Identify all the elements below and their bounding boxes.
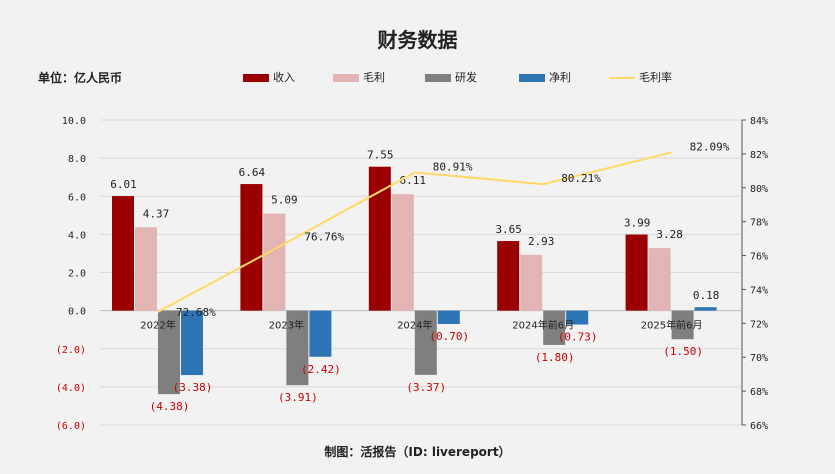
x-tick-label: 2023年 [269, 319, 304, 332]
y-tick-label-left: 6.0 [68, 192, 86, 203]
bar-net-profit [566, 310, 589, 325]
bar-gross-profit [520, 254, 543, 311]
data-label: 3.65 [495, 223, 522, 236]
data-label: (4.38) [150, 400, 190, 413]
legend-label-net-profit: 净利 [549, 71, 571, 84]
data-label: (0.73) [558, 331, 598, 344]
x-tick-label: 2022年 [140, 319, 175, 332]
legend-label-gross-profit: 毛利 [363, 71, 385, 84]
y-tick-label-right: 74% [750, 285, 768, 296]
legend-label-revenue: 收入 [273, 71, 295, 84]
y-tick-label-left: (6.0) [56, 421, 86, 432]
margin-label: 80.91% [433, 160, 473, 173]
bar-gross-profit [648, 248, 671, 311]
legend-label-rnd: 研发 [455, 71, 477, 84]
y-tick-label-right: 76% [750, 252, 768, 263]
bar-revenue [368, 166, 391, 311]
y-tick-label-left: 4.0 [68, 230, 86, 241]
y-tick-label-right: 78% [750, 218, 768, 229]
chart-title: 财务数据 [377, 28, 458, 52]
data-label: 6.64 [239, 166, 266, 179]
y-tick-label-right: 84% [750, 116, 768, 127]
bar-rnd [414, 310, 437, 375]
bar-gross-profit [135, 227, 157, 311]
data-label: 6.01 [110, 178, 137, 191]
margin-label: 80.21% [561, 172, 601, 185]
data-label: (0.70) [429, 330, 469, 343]
bar-net-profit [309, 310, 332, 357]
data-label: 3.28 [656, 228, 683, 241]
margin-label: 82.09% [690, 140, 730, 153]
bar-rnd [286, 310, 309, 386]
bar-rnd [158, 310, 180, 395]
legend-swatch-gross-profit [333, 74, 359, 82]
bar-revenue [497, 241, 520, 311]
data-label: (2.42) [301, 363, 341, 376]
data-label: 5.09 [271, 194, 298, 207]
y-tick-label-left: 0.0 [68, 307, 86, 318]
bar-rnd [543, 310, 566, 345]
legend-swatch-revenue [243, 74, 269, 82]
y-tick-label-right: 70% [750, 353, 768, 364]
data-label: (3.37) [406, 381, 446, 394]
margin-label: 72.68% [176, 306, 216, 319]
x-tick-label: 2024年前6月 [512, 319, 574, 332]
data-label: 3.99 [624, 217, 651, 230]
data-label: (1.80) [535, 351, 575, 364]
data-label: 6.11 [400, 174, 427, 187]
y-tick-label-right: 82% [750, 150, 768, 161]
legend-line-gross-margin [609, 77, 635, 79]
x-tick-label: 2024年 [397, 319, 432, 332]
y-tick-label-right: 80% [750, 184, 768, 195]
data-label: 4.37 [143, 207, 170, 220]
data-label: (1.50) [663, 345, 703, 358]
y-tick-label-left: (2.0) [56, 345, 86, 356]
bar-gross-profit [263, 213, 286, 311]
y-tick-label-left: 2.0 [68, 269, 86, 280]
bar-revenue [240, 184, 263, 311]
y-tick-label-left: 8.0 [68, 154, 86, 165]
data-label: (3.38) [173, 381, 213, 394]
y-tick-label-left: 10.0 [62, 116, 86, 127]
unit-label: 单位：亿人民币 [38, 71, 123, 85]
bar-revenue [112, 196, 134, 311]
y-tick-label-right: 72% [750, 319, 768, 330]
y-tick-label-right: 68% [750, 387, 768, 398]
y-tick-label-left: (4.0) [56, 383, 86, 394]
data-label: (3.91) [278, 391, 318, 404]
x-tick-label: 2025年前6月 [641, 319, 703, 332]
legend-label-gross-margin: 毛利率 [639, 71, 672, 84]
data-label: 0.18 [693, 289, 720, 302]
source-label: 制图：活报告（ID: livereport） [324, 445, 511, 459]
legend-swatch-net-profit [519, 74, 545, 82]
bar-gross-profit [391, 194, 414, 311]
data-label: 2.93 [528, 235, 555, 248]
margin-label: 76.76% [304, 231, 344, 244]
legend-swatch-rnd [425, 74, 451, 82]
y-tick-label-right: 66% [750, 421, 768, 432]
bar-net-profit [437, 310, 460, 324]
data-label: 7.55 [367, 149, 394, 162]
bar-revenue [625, 234, 648, 311]
bar-net-profit [181, 310, 203, 376]
margin-line [157, 151, 672, 313]
bar-net-profit [694, 307, 717, 311]
bar-rnd [671, 310, 694, 340]
